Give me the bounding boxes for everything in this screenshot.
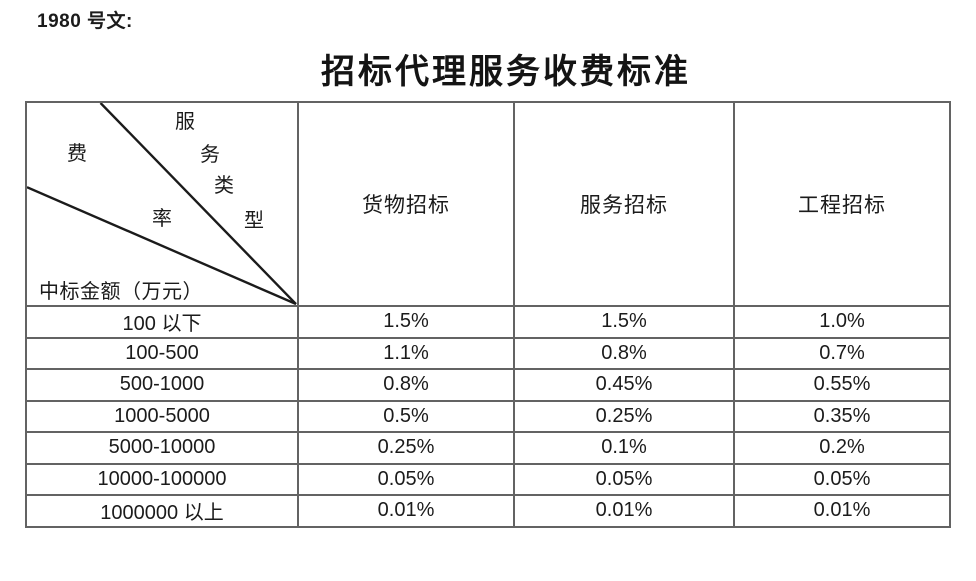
corner-type-char: 务	[200, 144, 220, 166]
fee-table: 服 务 类 型 费 率 中标金额（万元） 货物招标 服务招标 工程招标 100 …	[25, 101, 951, 528]
corner-type-char: 型	[244, 210, 264, 232]
fee-value: 0.25%	[297, 431, 515, 465]
table-row: 10000-100000 0.05% 0.05% 0.05%	[25, 462, 951, 496]
fee-value: 0.45%	[513, 368, 735, 402]
fee-value: 0.25%	[513, 399, 735, 433]
fee-value: 0.8%	[297, 368, 515, 402]
table-row: 1000-5000 0.5% 0.25% 0.35%	[25, 399, 951, 433]
table-row: 1000000 以上 0.01% 0.01% 0.01%	[25, 494, 951, 528]
table-row: 100 以下 1.5% 1.5% 1.0%	[25, 305, 951, 339]
fee-value: 1.0%	[733, 305, 951, 339]
row-label: 1000-5000	[25, 399, 299, 433]
diagonal-divider-lines	[28, 104, 296, 304]
row-label: 500-1000	[25, 368, 299, 402]
page-title: 招标代理服务收费标准	[321, 54, 691, 91]
corner-amount-label: 中标金额（万元）	[39, 281, 203, 303]
fee-value: 0.35%	[733, 399, 951, 433]
fee-value: 0.2%	[733, 431, 951, 465]
row-label: 100 以下	[25, 305, 299, 339]
fee-value: 0.1%	[513, 431, 735, 465]
row-label: 5000-10000	[25, 431, 299, 465]
row-label: 10000-100000	[25, 462, 299, 496]
fee-value: 0.7%	[733, 336, 951, 370]
fee-value: 1.5%	[297, 305, 515, 339]
corner-type-char: 服	[175, 111, 195, 133]
corner-type-char: 类	[214, 175, 234, 197]
fee-value: 0.05%	[513, 462, 735, 496]
column-header-engineering: 工程招标	[733, 101, 951, 307]
table-corner-cell: 服 务 类 型 费 率 中标金额（万元）	[25, 101, 299, 307]
fee-value: 1.1%	[297, 336, 515, 370]
corner-fee-char: 费	[67, 143, 87, 165]
row-label: 1000000 以上	[25, 494, 299, 528]
fee-value: 0.55%	[733, 368, 951, 402]
fee-value: 1.5%	[513, 305, 735, 339]
fee-value: 0.01%	[513, 494, 735, 528]
table-row: 100-500 1.1% 0.8% 0.7%	[25, 336, 951, 370]
fee-value: 0.01%	[733, 494, 951, 528]
table-header-row: 服 务 类 型 费 率 中标金额（万元） 货物招标 服务招标 工程招标	[25, 101, 951, 307]
doc-number-label: 1980 号文:	[37, 11, 133, 32]
row-label: 100-500	[25, 336, 299, 370]
table-row: 500-1000 0.8% 0.45% 0.55%	[25, 368, 951, 402]
fee-value: 0.01%	[297, 494, 515, 528]
fee-value: 0.05%	[297, 462, 515, 496]
corner-fee-char: 率	[152, 208, 172, 230]
column-header-goods: 货物招标	[297, 101, 515, 307]
fee-value: 0.5%	[297, 399, 515, 433]
fee-value: 0.8%	[513, 336, 735, 370]
table-row: 5000-10000 0.25% 0.1% 0.2%	[25, 431, 951, 465]
column-header-services: 服务招标	[513, 101, 735, 307]
fee-value: 0.05%	[733, 462, 951, 496]
